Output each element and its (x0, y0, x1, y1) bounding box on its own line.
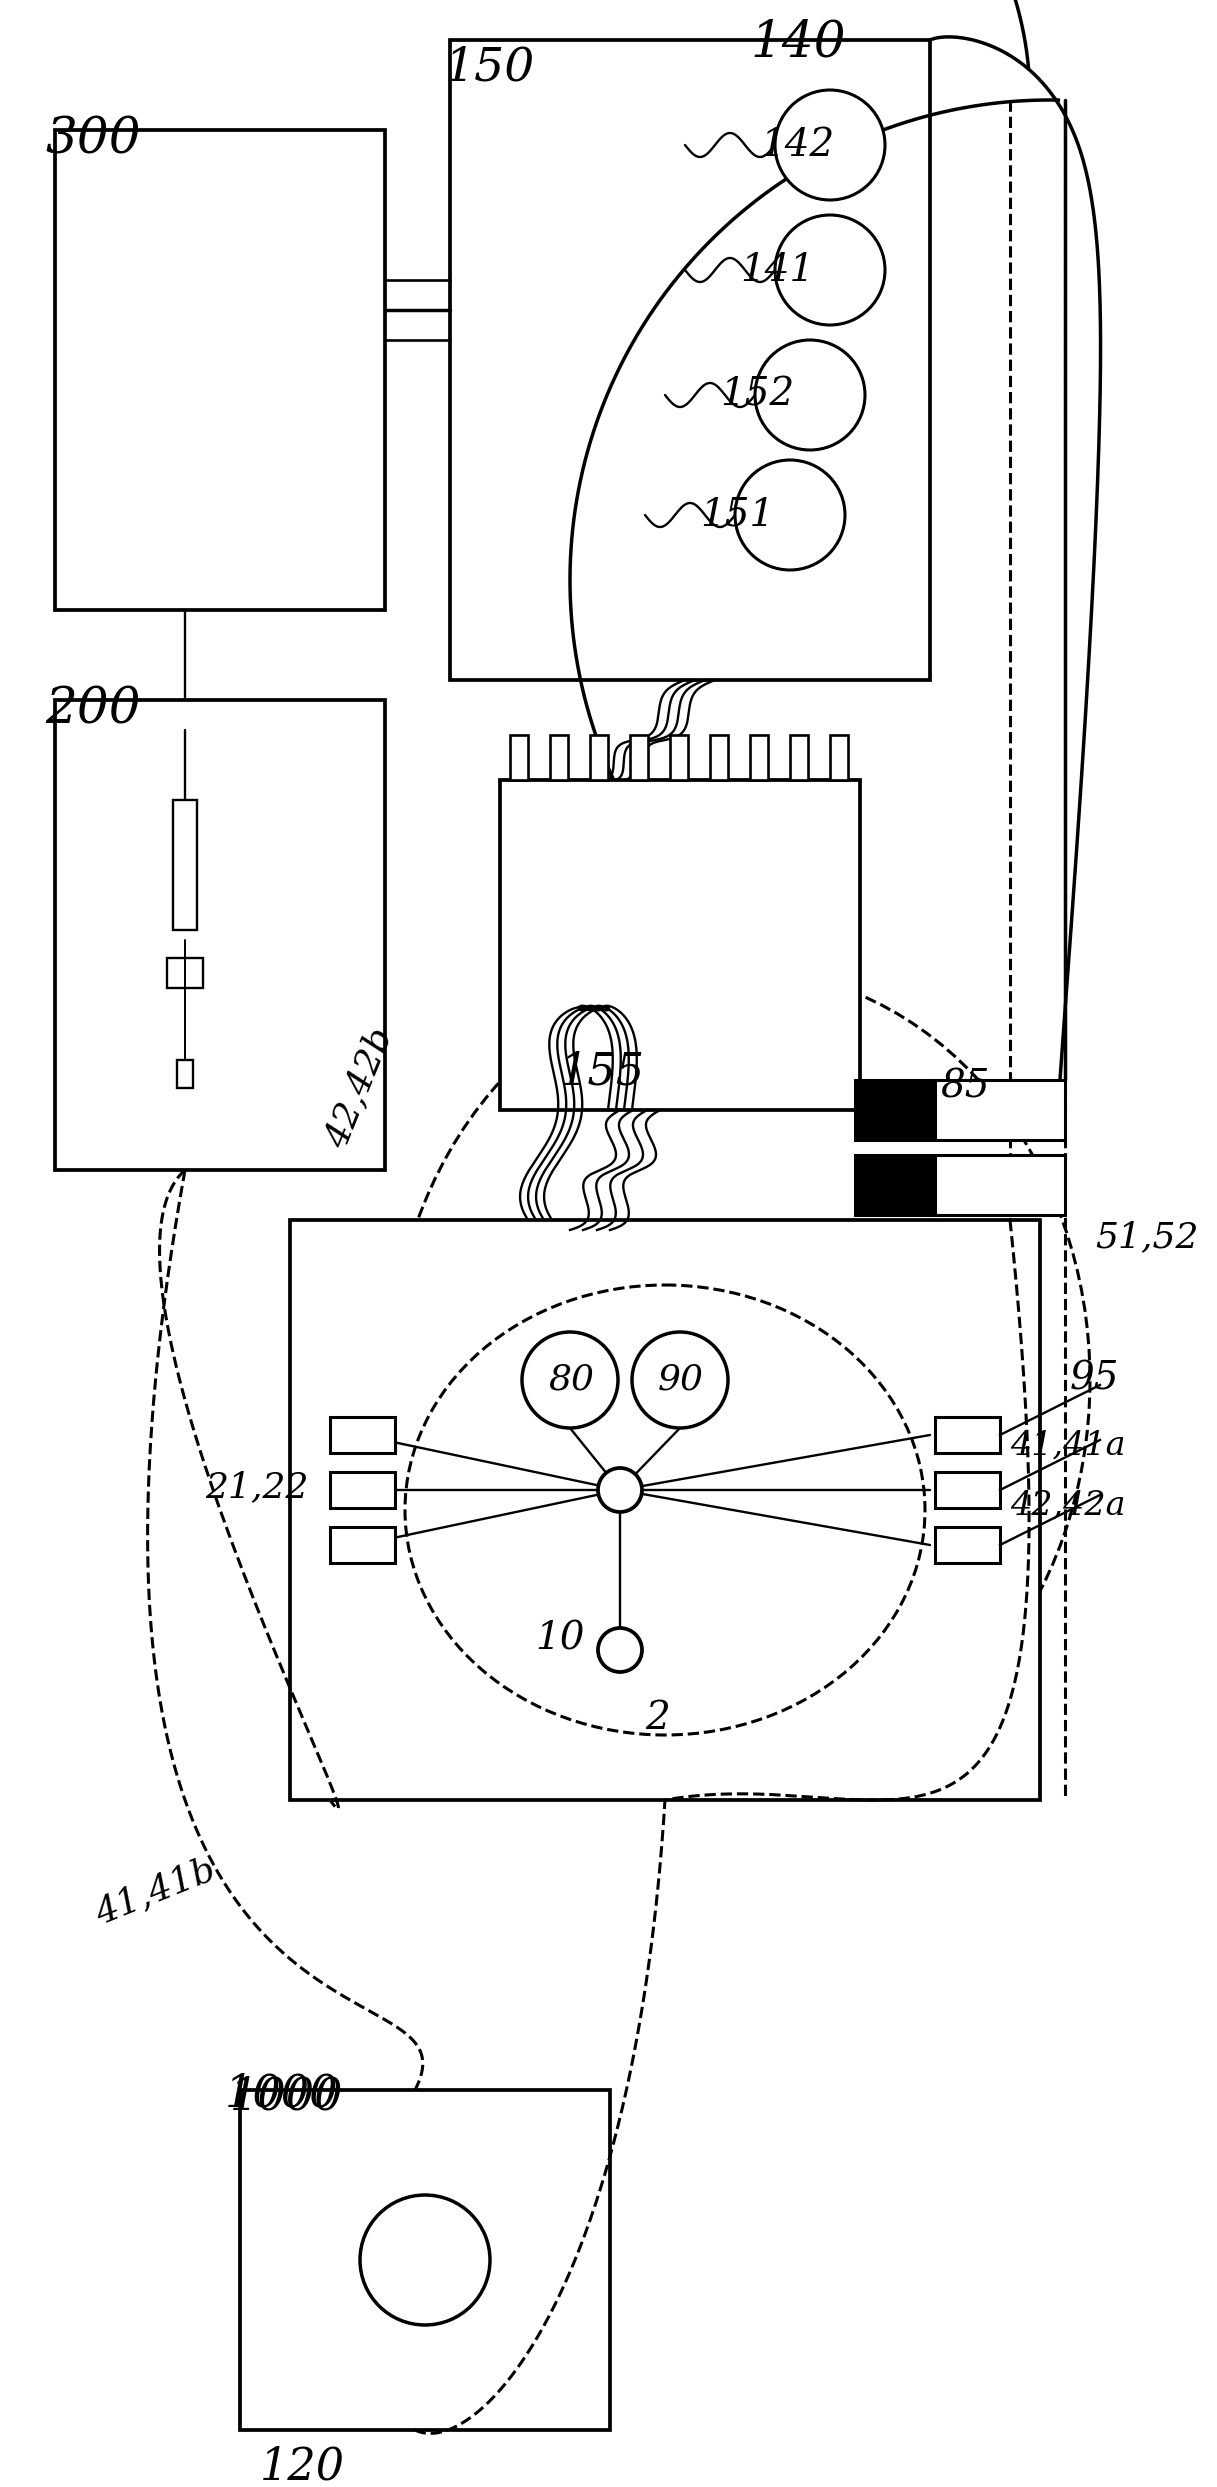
Circle shape (522, 1333, 618, 1428)
Text: 152: 152 (720, 378, 795, 413)
Bar (176, 1059, 194, 1087)
Text: 51,52: 51,52 (1095, 1221, 1199, 1253)
Bar (330, 1418, 396, 1452)
Circle shape (775, 214, 885, 326)
Text: 142: 142 (759, 127, 834, 164)
Circle shape (598, 1467, 643, 1512)
Bar (167, 957, 203, 987)
Circle shape (632, 1333, 728, 1428)
Circle shape (775, 90, 885, 199)
Circle shape (598, 1629, 643, 1671)
Bar (55, 129, 385, 609)
Text: 140: 140 (750, 17, 846, 67)
Text: 155: 155 (560, 1050, 645, 1094)
Text: 151: 151 (700, 497, 774, 535)
Bar (240, 2089, 610, 2430)
Text: 300: 300 (45, 114, 141, 164)
Bar (450, 40, 930, 679)
Bar (830, 736, 848, 781)
Bar (935, 1527, 1000, 1562)
Bar (290, 1221, 1041, 1801)
Text: 1000: 1000 (230, 2074, 343, 2119)
Text: 42,42a: 42,42a (1010, 1490, 1126, 1522)
Bar (710, 736, 728, 781)
Bar (590, 736, 608, 781)
Bar (330, 1472, 396, 1507)
Bar (671, 736, 688, 781)
Bar (935, 1154, 1065, 1216)
Text: 90: 90 (658, 1363, 703, 1395)
Text: 2: 2 (645, 1701, 669, 1736)
Bar (510, 736, 528, 781)
Text: 120: 120 (260, 2445, 346, 2487)
Bar (55, 699, 385, 1169)
Bar (330, 1527, 396, 1562)
Circle shape (755, 341, 865, 450)
Text: 1000: 1000 (225, 2072, 338, 2114)
Bar (935, 1079, 1065, 1139)
Bar (173, 801, 197, 930)
Bar (750, 736, 768, 781)
Text: 200: 200 (45, 684, 141, 734)
Bar (935, 1472, 1000, 1507)
Text: 21,22: 21,22 (204, 1470, 308, 1505)
Bar (790, 736, 808, 781)
Text: 141: 141 (740, 251, 814, 288)
Bar (856, 1079, 935, 1139)
Bar (500, 781, 860, 1109)
Text: 150: 150 (445, 45, 535, 90)
Text: 42,42b: 42,42b (320, 1022, 399, 1154)
Bar (550, 736, 568, 781)
Text: 41,41a: 41,41a (1010, 1430, 1126, 1462)
Text: 10: 10 (535, 1619, 584, 1656)
Text: 95: 95 (1070, 1360, 1120, 1398)
Bar (630, 736, 647, 781)
Circle shape (735, 460, 845, 570)
Text: 85: 85 (940, 1067, 989, 1104)
Bar (856, 1154, 935, 1216)
Text: 41,41b: 41,41b (90, 1853, 220, 1932)
Bar (935, 1418, 1000, 1452)
Circle shape (360, 2196, 490, 2325)
Text: 80: 80 (548, 1363, 594, 1395)
